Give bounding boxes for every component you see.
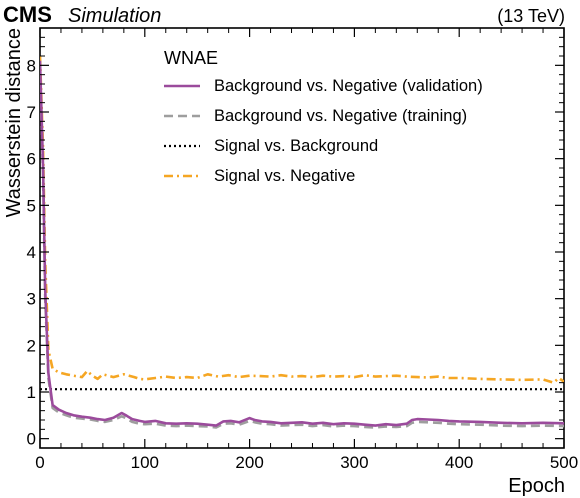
legend-entry-2: Signal vs. Background xyxy=(214,137,378,155)
y-tick-label: 8 xyxy=(27,56,36,75)
x-tick-label: 300 xyxy=(340,453,368,472)
series-line-3 xyxy=(40,55,564,385)
y-tick-label: 0 xyxy=(27,430,36,449)
y-axis-title: Wasserstein distance xyxy=(3,28,25,217)
x-axis-title: Epoch xyxy=(508,475,565,497)
y-tick-label: 4 xyxy=(27,243,36,262)
legend-entry-0: Background vs. Negative (validation) xyxy=(214,77,483,95)
x-tick-label: 500 xyxy=(550,453,578,472)
cms-label: CMS xyxy=(3,2,52,27)
plot-frame xyxy=(39,27,565,449)
y-tick-label: 6 xyxy=(27,150,36,169)
series-line-1 xyxy=(40,69,564,429)
y-tick-label: 3 xyxy=(27,290,36,309)
x-tick-label: 100 xyxy=(131,453,159,472)
legend-entry-3: Signal vs. Negative xyxy=(214,167,355,185)
plot-area xyxy=(40,55,564,429)
y-tick-label: 5 xyxy=(27,196,36,215)
energy-label: (13 TeV) xyxy=(497,6,565,26)
series-line-0 xyxy=(40,60,564,427)
x-tick-label: 0 xyxy=(35,453,44,472)
y-tick-label: 1 xyxy=(27,383,36,402)
x-tick-label: 400 xyxy=(445,453,473,472)
ticks-group: 0 100 200 300 400 500 0 1 2 3 4 5 6 7 8 xyxy=(27,28,578,472)
legend: WNAE Background vs. Negative (validation)… xyxy=(164,48,483,185)
y-tick-label: 2 xyxy=(27,336,36,355)
y-tick-label: 7 xyxy=(27,103,36,122)
x-tick-label: 200 xyxy=(235,453,263,472)
series-group xyxy=(40,55,564,429)
simulation-label: Simulation xyxy=(68,5,161,27)
legend-title: WNAE xyxy=(164,48,218,68)
legend-entry-1: Background vs. Negative (training) xyxy=(214,107,467,125)
